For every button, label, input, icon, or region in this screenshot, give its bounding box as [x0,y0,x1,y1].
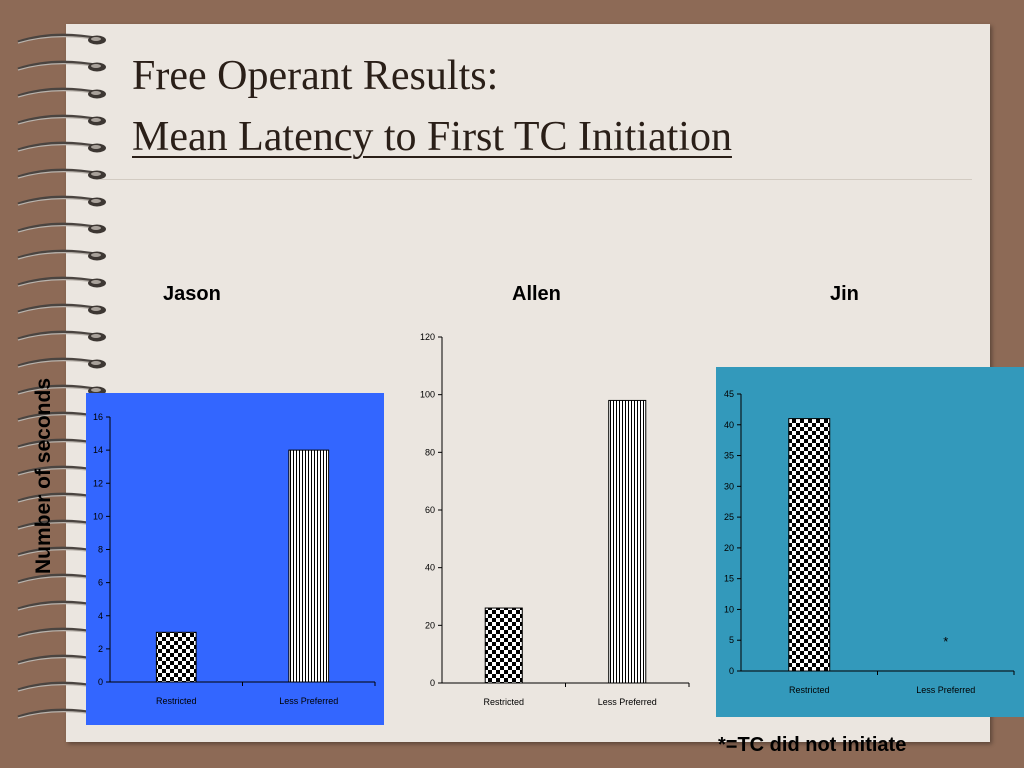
x-category-label: Restricted [483,697,524,707]
y-tick-label: 10 [93,511,103,521]
y-tick-label: 45 [724,389,734,399]
chart-background [716,367,1024,717]
y-tick-label: 20 [724,543,734,553]
y-tick-label: 20 [425,620,435,630]
bar-less-preferred [608,399,647,684]
y-tick-label: 40 [724,420,734,430]
binding-ring [17,33,106,45]
binding-ring [17,141,106,153]
bar-less-preferred [288,449,330,683]
annotation-asterisk: * [943,634,948,649]
y-tick-label: 5 [729,635,734,645]
y-tick-label: 12 [93,478,103,488]
bar-restricted [788,418,831,672]
chart-allen: 0 20 40 60 80 100 120 Restricted Less Preferred [420,332,690,707]
y-tick-label: 14 [93,445,103,455]
x-category-label: Less Preferred [279,696,338,706]
y-tick-label: 0 [430,678,435,688]
x-category-label: Restricted [156,696,197,706]
chart-background [86,393,384,725]
binding-ring [17,222,106,234]
y-tick-label: 40 [425,563,435,573]
x-category-label: Less Preferred [916,685,975,695]
y-tick-label: 80 [425,447,435,457]
binding-ring [17,195,106,207]
y-tick-label: 6 [98,578,103,588]
y-tick-label: 4 [98,611,103,621]
binding-ring [17,87,106,99]
binding-ring [17,330,106,342]
binding-ring [17,303,106,315]
bar-restricted [155,631,197,683]
y-tick-label: 10 [724,604,734,614]
binding-ring [17,114,106,126]
y-tick-label: 0 [729,666,734,676]
y-tick-label: 100 [420,390,435,400]
y-tick-label: 0 [98,677,103,687]
y-axis-label: Number of seconds [32,377,55,575]
y-tick-label: 120 [420,332,435,342]
binding-ring [17,60,106,72]
title-divider [100,179,972,180]
y-tick-label: 16 [93,412,103,422]
y-tick-label: 60 [425,505,435,515]
binding-ring [17,276,106,288]
binding-ring [17,168,106,180]
bar-restricted [484,607,523,684]
binding-ring [17,249,106,261]
slide-subtitle: Mean Latency to First TC Initiation [132,114,732,160]
y-tick-label: 8 [98,545,103,555]
y-tick-label: 35 [724,451,734,461]
chart-jason: 0 2 4 6 8 10 12 14 16 Restricted Less Preferred [86,393,384,725]
x-category-label: Restricted [789,685,830,695]
binding-ring [17,384,106,396]
chart-title-jin: Jin [830,283,859,305]
y-tick-label: 30 [724,481,734,491]
y-tick-label: 25 [724,512,734,522]
slide-title: Free Operant Results: [132,53,499,99]
x-category-label: Less Preferred [598,697,657,707]
footnote: *=TC did not initiate [718,734,907,756]
y-tick-label: 2 [98,644,103,654]
chart-title-allen: Allen [512,283,561,305]
y-tick-label: 15 [724,574,734,584]
chart-jin: 0 5 10 15 20 25 30 35 40 45 Restricted Less Preferr… [716,367,1024,717]
chart-title-jason: Jason [163,283,221,305]
binding-ring [17,357,106,369]
